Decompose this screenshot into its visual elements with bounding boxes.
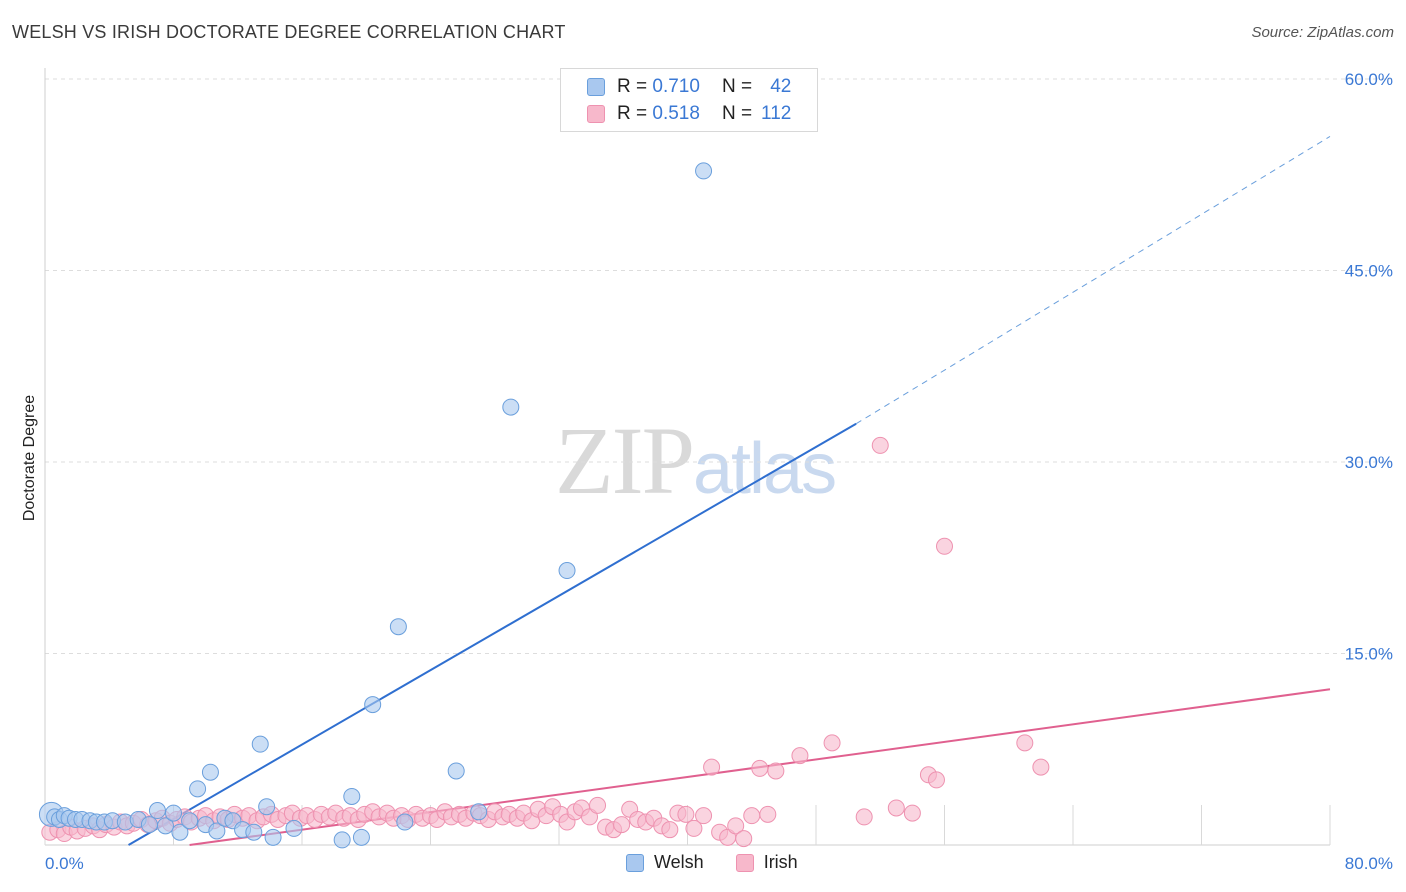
irish-point: [1016, 734, 1034, 752]
correlation-legend: R = 0.710 N = 42 R = 0.518 N = 112: [560, 68, 818, 132]
irish-legend-label: Irish: [763, 852, 798, 872]
trend-lines: [128, 136, 1331, 846]
irish-point: [936, 537, 953, 555]
chart-title: WELSH VS IRISH DOCTORATE DEGREE CORRELAT…: [12, 22, 566, 42]
irish-point: [903, 804, 921, 822]
welsh-n-label: N =: [721, 76, 753, 97]
irish-point: [855, 808, 873, 826]
welsh-point: [245, 823, 263, 841]
irish-point: [759, 805, 777, 823]
axes: [44, 68, 1331, 846]
irish-point: [927, 771, 945, 789]
welsh-trend-extension: [855, 136, 1331, 425]
irish-point: [1032, 758, 1050, 776]
welsh-point: [389, 618, 407, 636]
y-tick-label: 45.0%: [1345, 262, 1393, 281]
welsh-point: [251, 735, 269, 753]
welsh-point: [396, 813, 414, 831]
irish-point: [677, 805, 695, 823]
irish-point: [735, 830, 753, 848]
welsh-r-label: R =: [617, 76, 648, 97]
series-legend: Welsh Irish: [626, 852, 830, 873]
irish-point: [613, 816, 631, 834]
irish-point: [589, 796, 607, 814]
welsh-point: [189, 780, 207, 798]
welsh-point: [148, 802, 166, 820]
welsh-point: [352, 828, 370, 846]
irish-point: [743, 807, 761, 825]
watermark-atlas: atlas: [693, 429, 837, 509]
irish-r-label: R =: [617, 103, 648, 124]
welsh-point: [285, 819, 303, 837]
source-note[interactable]: Source: ZipAtlas.com: [1251, 24, 1394, 41]
welsh-point: [140, 816, 158, 834]
irish-n-value: 112: [761, 103, 792, 124]
irish-swatch: [587, 105, 605, 123]
data-points: [38, 162, 1050, 849]
welsh-point: [447, 762, 465, 780]
y-tick-label: 30.0%: [1345, 453, 1393, 472]
irish-point: [767, 762, 785, 780]
irish-point: [703, 758, 721, 776]
irish-point: [887, 799, 905, 817]
welsh-point: [208, 822, 226, 840]
irish-n-label: N =: [721, 103, 753, 124]
x-tick-label: 0.0%: [45, 854, 84, 873]
grid-lines: [45, 78, 1392, 654]
irish-r-value: 0.518: [652, 103, 700, 124]
welsh-point: [201, 763, 219, 781]
welsh-point: [333, 831, 351, 849]
welsh-point: [181, 812, 199, 830]
tick-labels: 15.0% 30.0% 45.0% 60.0% 0.0% 80.0%: [45, 70, 1393, 873]
welsh-point: [695, 162, 713, 180]
welsh-point: [165, 804, 182, 822]
welsh-n-value: 42: [770, 76, 792, 97]
legend-row-irish: R = 0.518 N = 112: [587, 101, 791, 127]
legend-item-irish[interactable]: Irish: [735, 852, 798, 873]
welsh-r-value: 0.710: [652, 76, 700, 97]
irish-point: [685, 819, 703, 837]
legend-item-welsh[interactable]: Welsh: [626, 852, 704, 873]
welsh-legend-label: Welsh: [654, 852, 704, 872]
welsh-point: [364, 696, 382, 714]
legend-row-welsh: R = 0.710 N = 42: [587, 74, 791, 100]
irish-point: [871, 436, 889, 454]
welsh-swatch: [587, 78, 605, 96]
welsh-point: [264, 828, 282, 846]
irish-legend-swatch: [735, 853, 754, 872]
welsh-point: [258, 798, 276, 816]
watermark: ZIPatlas: [555, 405, 837, 516]
y-tick-label: 60.0%: [1345, 70, 1393, 89]
welsh-trend-line: [128, 422, 857, 846]
welsh-point: [343, 787, 361, 805]
welsh-point: [470, 803, 488, 821]
welsh-point: [502, 398, 520, 416]
welsh-point: [558, 562, 576, 580]
irish-point: [791, 747, 809, 765]
irish-point: [695, 807, 713, 825]
welsh-point: [171, 823, 189, 841]
irish-point: [661, 821, 679, 839]
watermark-zip: ZIP: [555, 407, 695, 514]
x-tick-label: 80.0%: [1345, 854, 1393, 873]
y-tick-label: 15.0%: [1345, 645, 1393, 664]
welsh-legend-swatch: [626, 853, 644, 872]
irish-point: [727, 817, 745, 835]
irish-point: [751, 759, 769, 777]
irish-point: [823, 734, 841, 752]
welsh-point: [156, 817, 174, 835]
irish-point: [581, 808, 599, 826]
